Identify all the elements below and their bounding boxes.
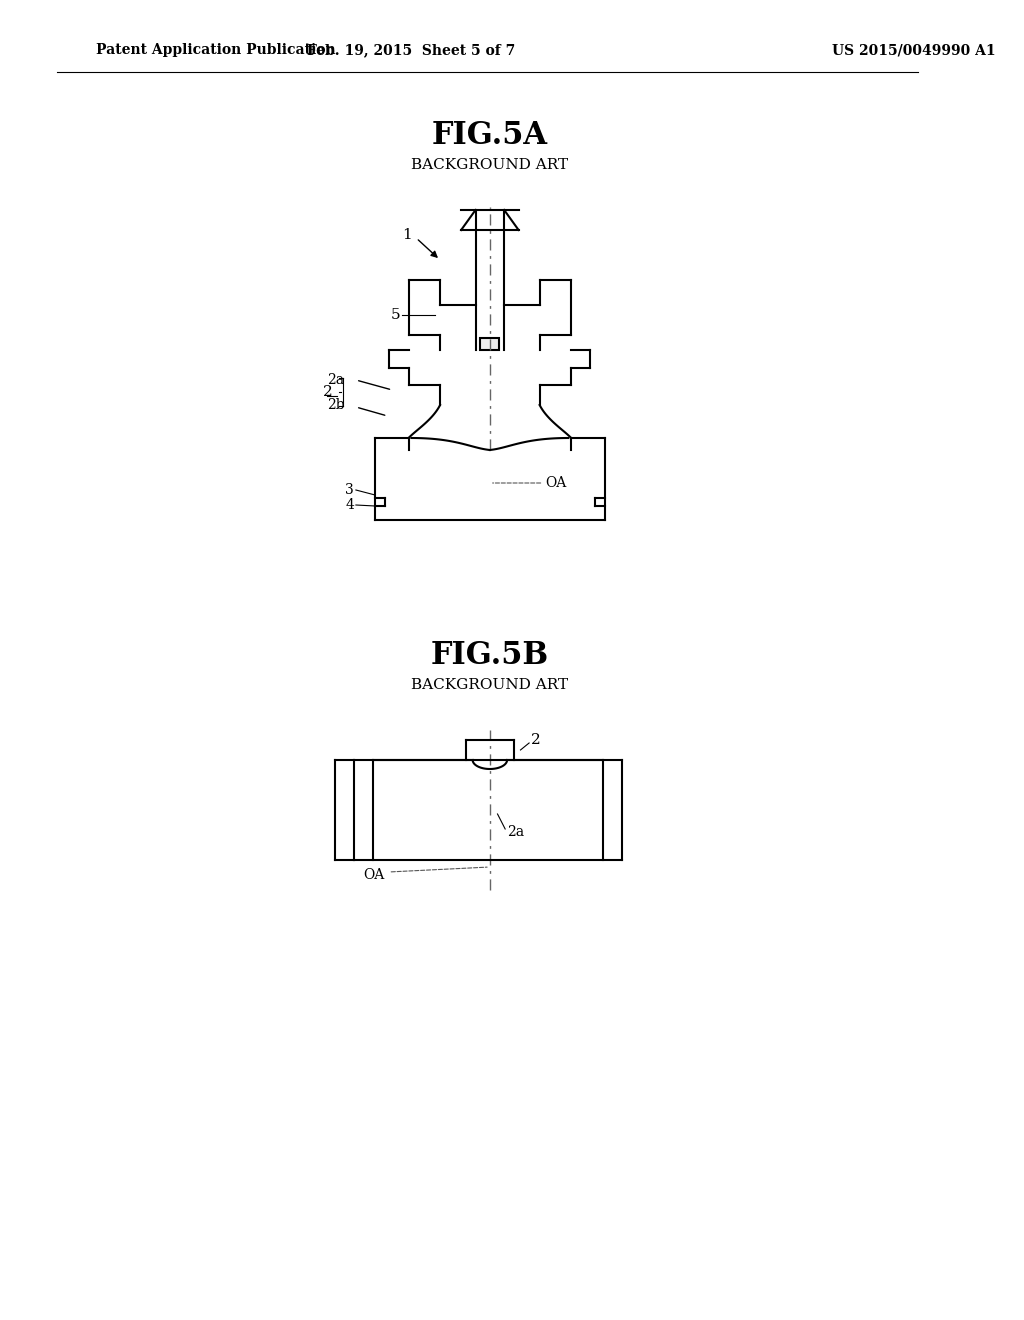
Text: OA: OA bbox=[546, 477, 566, 490]
Text: Patent Application Publication: Patent Application Publication bbox=[95, 44, 335, 57]
Bar bbox=[480, 338, 500, 350]
Text: US 2015/0049990 A1: US 2015/0049990 A1 bbox=[833, 44, 996, 57]
Text: 2: 2 bbox=[531, 733, 541, 747]
Text: 2: 2 bbox=[324, 385, 333, 399]
Text: 2a: 2a bbox=[328, 374, 344, 387]
Text: FIG.5B: FIG.5B bbox=[431, 639, 549, 671]
Text: BACKGROUND ART: BACKGROUND ART bbox=[412, 678, 568, 692]
Text: 4: 4 bbox=[345, 498, 354, 512]
Text: Feb. 19, 2015  Sheet 5 of 7: Feb. 19, 2015 Sheet 5 of 7 bbox=[307, 44, 515, 57]
Text: 5: 5 bbox=[390, 308, 400, 322]
Text: 3: 3 bbox=[345, 483, 354, 498]
Text: 1: 1 bbox=[401, 228, 412, 242]
Text: 2a: 2a bbox=[507, 825, 524, 840]
Text: BACKGROUND ART: BACKGROUND ART bbox=[412, 158, 568, 172]
Text: OA: OA bbox=[364, 869, 385, 882]
Text: FIG.5A: FIG.5A bbox=[432, 120, 548, 150]
Text: 2b: 2b bbox=[327, 399, 344, 412]
